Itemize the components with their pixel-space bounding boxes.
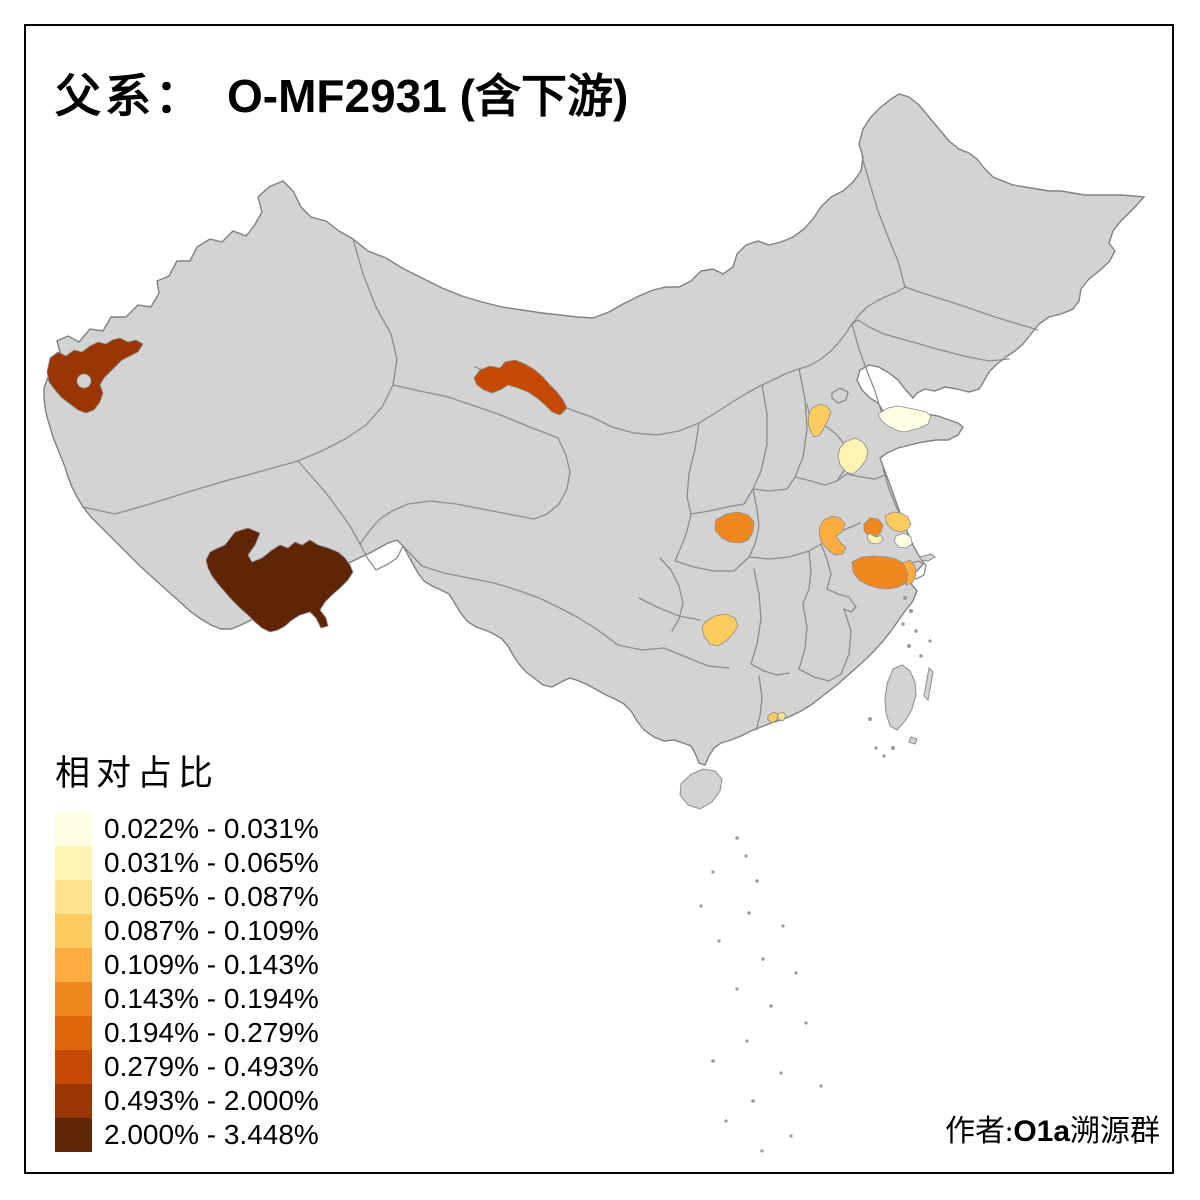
region-south-jiangsu-east-strip xyxy=(902,559,917,586)
colored-regions xyxy=(46,337,932,724)
legend-swatch-rect xyxy=(55,948,92,982)
region-jiangsu-nanjing-chuzhou xyxy=(863,517,884,538)
legend-label: 0.493% - 2.000% xyxy=(104,1085,319,1116)
legend-swatch xyxy=(55,1118,92,1152)
region-tibet-shigatse-lhasa xyxy=(205,527,354,633)
region-guizhou-north xyxy=(701,613,739,647)
legend-label: 0.022% - 0.031% xyxy=(104,813,319,844)
attribution-group-latin: O1a xyxy=(1013,1115,1071,1148)
legend-label: 0.279% - 0.493% xyxy=(104,1051,319,1082)
legend-swatch-rect xyxy=(55,1118,92,1152)
legend-label: 2.000% - 3.448% xyxy=(104,1119,319,1150)
map-legend: 相对占比 0.022% - 0.031% 0.031% - 0.065% 0.0… xyxy=(55,745,319,1152)
legend-swatch-rect xyxy=(55,812,92,846)
legend-swatch xyxy=(55,982,92,1016)
coastal-islets xyxy=(868,596,932,758)
page-title: 父系： O-MF2931 (含下游) xyxy=(55,60,628,126)
legend-label: 0.087% - 0.109% xyxy=(104,915,319,946)
legend-swatch-rect xyxy=(55,982,92,1016)
legend-label: 0.065% - 0.087% xyxy=(104,881,319,912)
islands xyxy=(679,553,936,1153)
legend-swatch xyxy=(55,1050,92,1084)
legend-label: 0.143% - 0.194% xyxy=(104,983,319,1014)
legend-label: 0.194% - 0.279% xyxy=(104,1017,319,1048)
attribution-prefix: 作者: xyxy=(945,1115,1014,1148)
legend-row: 0.087% - 0.109% xyxy=(55,914,319,948)
legend-row: 0.022% - 0.031% xyxy=(55,812,319,846)
legend-swatch-rect xyxy=(55,880,92,914)
region-shandong-yantai-weihai xyxy=(877,405,932,433)
legend-row: 0.031% - 0.065% xyxy=(55,846,319,880)
region-anhui-central xyxy=(818,515,847,556)
region-hubei-northwest xyxy=(714,511,755,544)
legend-swatch xyxy=(55,1016,92,1050)
region-shandong-south xyxy=(837,437,869,475)
region-jiangsu-yancheng xyxy=(884,511,912,533)
legend-label: 0.031% - 0.065% xyxy=(104,847,319,878)
region-pearl-delta-east xyxy=(777,711,787,722)
legend-swatch xyxy=(55,948,92,982)
attribution-group-cjk: 溯源群 xyxy=(1070,1115,1161,1148)
taiwan-island xyxy=(884,664,917,731)
attribution: 作者:O1a溯源群 xyxy=(945,1106,1160,1150)
legend-row: 2.000% - 3.448% xyxy=(55,1118,319,1152)
region-kashgar-enclave xyxy=(76,373,92,389)
legend-row: 0.279% - 0.493% xyxy=(55,1050,319,1084)
map-outline xyxy=(43,93,1146,766)
region-hexi-corridor-zhangye xyxy=(473,359,568,416)
legend-swatch xyxy=(55,1084,92,1118)
legend-swatch xyxy=(55,914,92,948)
legend-row: 0.194% - 0.279% xyxy=(55,1016,319,1050)
legend-swatch-rect xyxy=(55,914,92,948)
hainan-island xyxy=(679,768,723,810)
chongming-island xyxy=(919,553,936,562)
legend-label: 0.109% - 0.143% xyxy=(104,949,319,980)
legend-row: 0.109% - 0.143% xyxy=(55,948,319,982)
south-china-sea-islets xyxy=(699,836,823,1153)
legend-row: 0.493% - 2.000% xyxy=(55,1084,319,1118)
region-jiangsu-nantong xyxy=(893,532,913,549)
legend-rows: 0.022% - 0.031% 0.031% - 0.065% 0.065% -… xyxy=(55,812,319,1152)
title-haplogroup: O-MF2931 (含下游) xyxy=(227,70,629,122)
legend-swatch-rect xyxy=(55,1084,92,1118)
legend-swatch xyxy=(55,880,92,914)
legend-title: 相对占比 xyxy=(55,754,220,793)
island-dash-south-taiwan xyxy=(908,736,918,745)
region-west-xinjiang-kashgar xyxy=(46,337,144,414)
legend-row: 0.065% - 0.087% xyxy=(55,880,319,914)
region-pearl-delta-west xyxy=(767,711,779,724)
legend-swatch-rect xyxy=(55,846,92,880)
legend-swatch xyxy=(55,812,92,846)
region-shandong-northwest xyxy=(807,403,832,438)
legend-swatch-rect xyxy=(55,1016,92,1050)
island-dash-east-taiwan xyxy=(923,666,934,702)
legend-swatch xyxy=(55,846,92,880)
region-jiangsu-zhenjiang xyxy=(866,532,884,545)
legend-swatch-rect xyxy=(55,1050,92,1084)
legend-row: 0.143% - 0.194% xyxy=(55,982,319,1016)
title-prefix: 父系： xyxy=(55,71,205,122)
